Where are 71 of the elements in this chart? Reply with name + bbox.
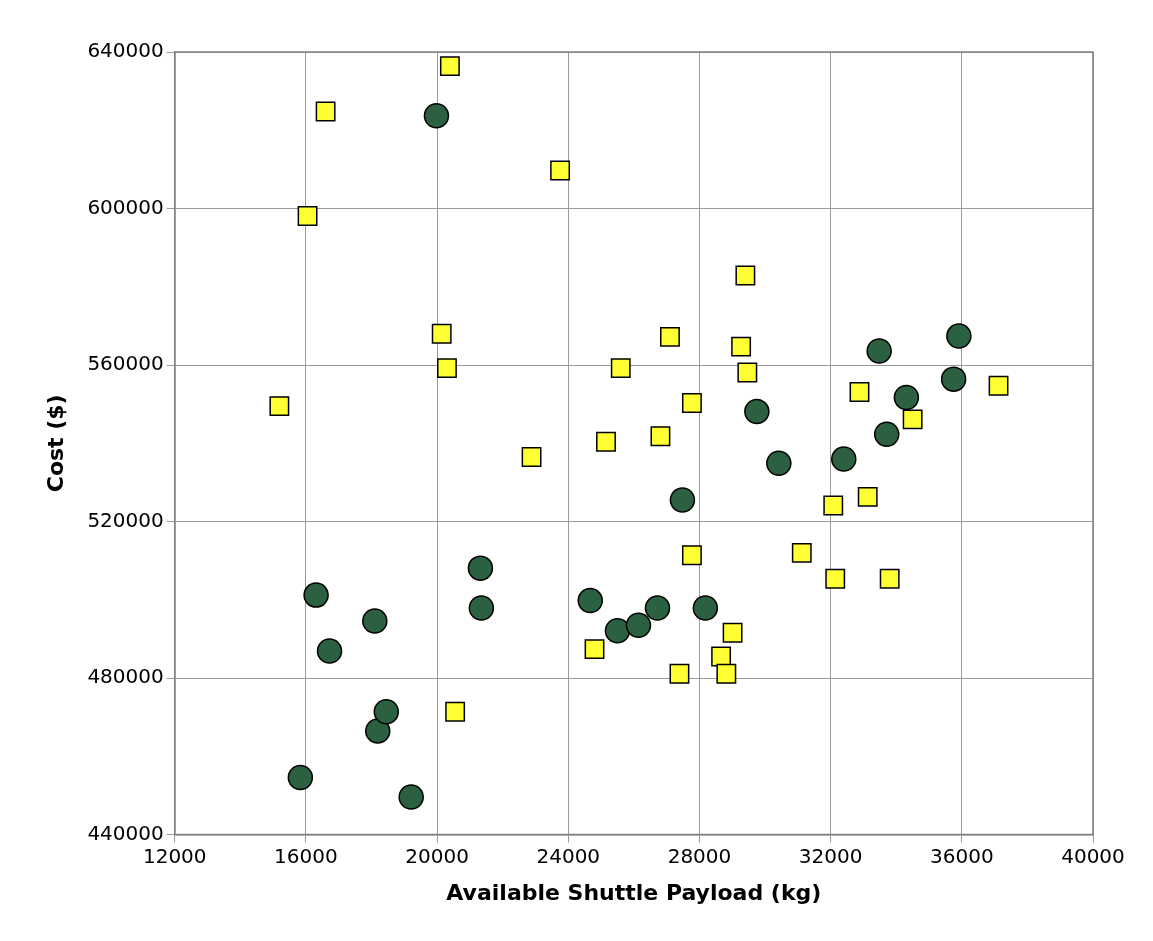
point (315, 101, 336, 122)
x-tick-label: 28000 (667, 843, 732, 868)
point (625, 612, 652, 639)
point (437, 358, 457, 379)
point (398, 784, 424, 810)
point (297, 206, 318, 226)
point (650, 426, 671, 447)
point (731, 336, 752, 357)
x-tick-label: 32000 (798, 843, 863, 868)
point (988, 375, 1009, 396)
point (791, 542, 812, 563)
y-tick-label: 560000 (87, 351, 164, 376)
point (873, 421, 900, 448)
point (584, 639, 605, 660)
x-tick-label: 12000 (142, 843, 207, 868)
point (849, 382, 870, 402)
point (468, 595, 495, 621)
point (445, 701, 466, 722)
point (316, 638, 343, 664)
point (722, 622, 743, 643)
point (604, 617, 631, 644)
point (596, 431, 616, 452)
y-tick-label: 520000 (87, 507, 164, 532)
point (439, 56, 460, 77)
point (857, 486, 878, 507)
point (669, 487, 696, 513)
point (681, 545, 702, 566)
y-tick-label: 480000 (87, 664, 164, 689)
point (287, 764, 314, 791)
point (716, 663, 737, 684)
y-tick-label: 640000 (87, 38, 164, 63)
y-axis-title: Cost ($) (42, 394, 68, 493)
point (373, 698, 400, 725)
x-axis-title: Available Shuttle Payload (kg) (446, 879, 822, 905)
point (946, 323, 972, 349)
x-tick-label: 16000 (274, 843, 338, 868)
point (577, 587, 604, 614)
y-tick-label: 600000 (87, 194, 164, 219)
point (269, 396, 290, 417)
point (902, 409, 923, 430)
point (521, 447, 542, 467)
x-tick-label: 20000 (405, 843, 469, 868)
point (681, 393, 702, 413)
point (362, 608, 388, 634)
point (303, 582, 329, 608)
point (669, 663, 690, 684)
point (766, 450, 792, 477)
x-tick-label: 40000 (1061, 843, 1125, 868)
point (692, 595, 719, 621)
point (431, 323, 452, 344)
point (831, 446, 857, 472)
point (660, 326, 680, 347)
x-tick-label: 24000 (536, 843, 601, 868)
point (866, 338, 892, 364)
point (610, 358, 631, 379)
point (423, 103, 450, 129)
point (940, 366, 967, 392)
point (711, 646, 732, 667)
point (744, 398, 770, 425)
point (735, 265, 756, 286)
point (467, 555, 494, 581)
point (879, 568, 900, 589)
point (893, 384, 920, 411)
y-tick-label: 440000 (87, 820, 164, 845)
point (644, 595, 671, 621)
x-tick-label: 36000 (930, 843, 994, 868)
point (823, 495, 844, 516)
point (365, 718, 391, 744)
point (737, 362, 758, 383)
point (825, 568, 846, 589)
point (550, 160, 571, 181)
